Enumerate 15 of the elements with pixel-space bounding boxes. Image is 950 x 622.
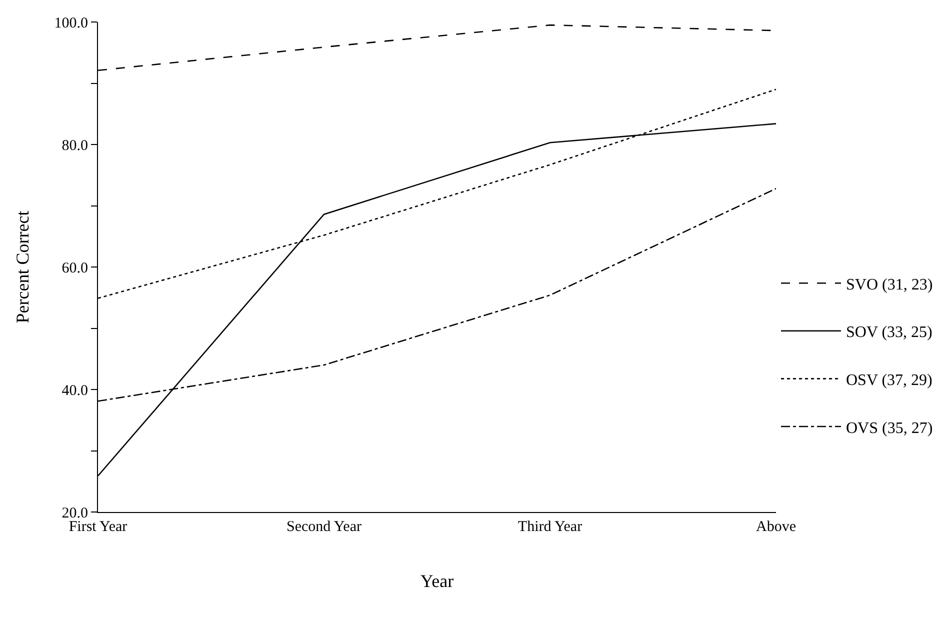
x-tick-label: Third Year [518, 519, 582, 535]
y-tick-label: 60.0 [62, 260, 88, 276]
y-axis-title: Percent Correct [12, 210, 32, 324]
y-tick-label: 100.0 [54, 15, 88, 32]
x-tick-label: Second Year [286, 519, 362, 535]
y-tick-label: 80.0 [62, 138, 88, 154]
y-tick-label: 20.0 [62, 505, 88, 522]
x-tick-label: Above [756, 519, 796, 535]
legend-label: OSV (37, 29) [846, 372, 932, 389]
legend-label: OVS (35, 27) [846, 420, 933, 437]
y-tick-label: 40.0 [62, 382, 88, 399]
legend-label: SVO (31, 23) [846, 276, 933, 294]
x-tick-label: First Year [68, 519, 128, 535]
x-axis-title: Year [420, 571, 454, 592]
legend-label: SOV (33, 25) [846, 324, 932, 342]
